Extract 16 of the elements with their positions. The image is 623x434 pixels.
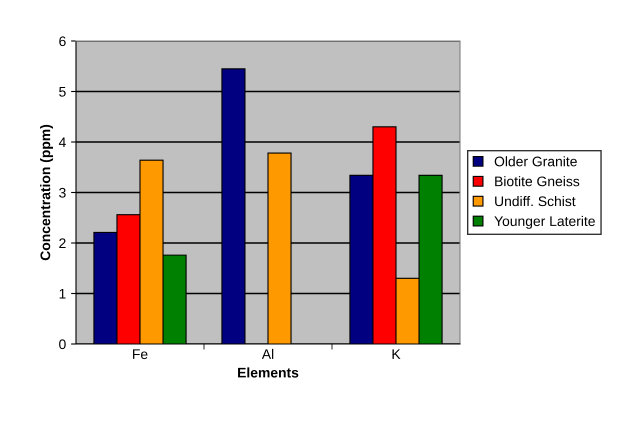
legend-label: Undiff. Schist [495,196,576,206]
x-tick-label: K [392,349,400,359]
y-axis-title: Concentration (ppm) [40,124,53,260]
y-tick-label: 5 [59,86,66,97]
legend-label: Biotite Gneiss [495,176,580,186]
x-axis-title: Elements [238,367,298,378]
y-tick-label: 4 [58,137,66,148]
legend-label: Older Granite [494,156,577,166]
y-tick-label: 3 [59,188,66,198]
y-tick-label: 1 [60,288,66,299]
y-tick-label: 6 [59,36,66,46]
x-tick-label: Fe [133,349,148,360]
x-tick-label: Al [262,348,274,359]
y-tick-label: 2 [59,238,66,248]
legend-label: Younger Laterite [494,216,595,229]
y-tick-label: 0 [59,339,66,350]
